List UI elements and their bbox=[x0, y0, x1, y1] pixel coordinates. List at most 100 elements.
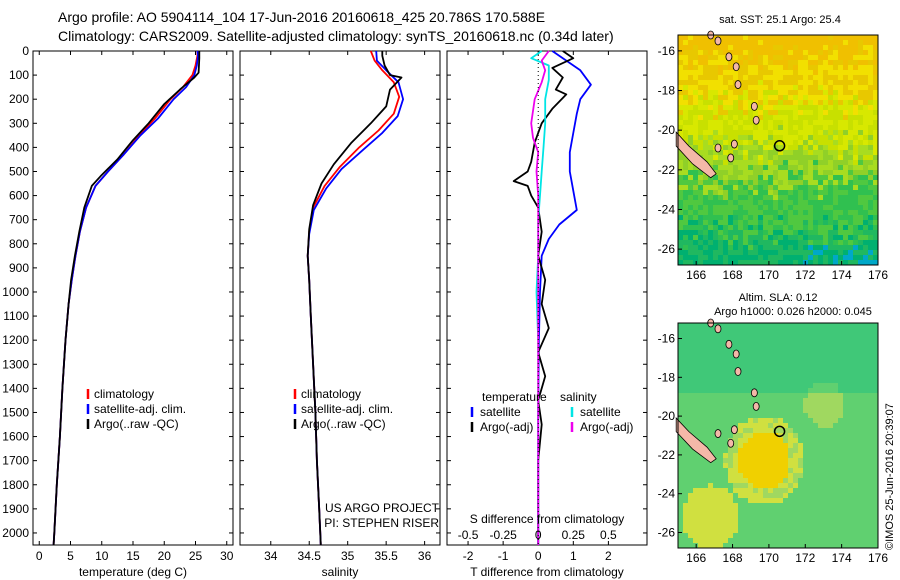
map-cell bbox=[688, 338, 694, 344]
map-cell bbox=[773, 498, 779, 504]
map-cell bbox=[818, 130, 824, 136]
map-cell bbox=[798, 205, 804, 211]
map-cell bbox=[688, 378, 694, 384]
map-cell bbox=[863, 458, 869, 464]
map-cell bbox=[823, 205, 829, 211]
map-cell bbox=[698, 195, 704, 201]
map-cell bbox=[848, 358, 854, 364]
map-cell bbox=[743, 150, 749, 156]
map-cell bbox=[808, 40, 814, 46]
map-cell bbox=[863, 398, 869, 404]
map-cell bbox=[858, 115, 864, 121]
map-cell bbox=[708, 378, 714, 384]
map-cell bbox=[678, 403, 684, 409]
map-cell bbox=[688, 190, 694, 196]
map-cell bbox=[753, 358, 759, 364]
map-cell bbox=[833, 468, 839, 474]
map-cell bbox=[703, 493, 709, 499]
map-cell bbox=[758, 40, 764, 46]
map-cell bbox=[698, 508, 704, 514]
map-cell bbox=[733, 523, 739, 529]
map-cell bbox=[743, 348, 749, 354]
map-cell bbox=[848, 235, 854, 241]
map-cell bbox=[723, 543, 729, 549]
map-cell bbox=[818, 75, 824, 81]
map-cell bbox=[783, 343, 789, 349]
map-cell bbox=[833, 443, 839, 449]
map-cell bbox=[743, 165, 749, 171]
map-cell bbox=[683, 90, 689, 96]
map-cell bbox=[873, 125, 879, 131]
map-cell bbox=[758, 255, 764, 261]
map-cell bbox=[788, 333, 794, 339]
map-cell bbox=[788, 473, 794, 479]
map-cell bbox=[693, 453, 699, 459]
map-cell bbox=[873, 538, 879, 544]
land-new-caledonia bbox=[675, 131, 717, 179]
map-cell bbox=[803, 468, 809, 474]
map-cell bbox=[713, 543, 719, 549]
map-cell bbox=[738, 533, 744, 539]
map-cell bbox=[813, 75, 819, 81]
map-cell bbox=[798, 383, 804, 389]
map-cell bbox=[838, 363, 844, 369]
map-cell bbox=[748, 225, 754, 231]
map-cell bbox=[693, 348, 699, 354]
map-cell bbox=[743, 215, 749, 221]
map-cell bbox=[873, 348, 879, 354]
map-cell bbox=[773, 503, 779, 509]
map-cell bbox=[743, 413, 749, 419]
map-cell bbox=[853, 508, 859, 514]
map-cell bbox=[718, 498, 724, 504]
map-cell bbox=[703, 393, 709, 399]
map-cell bbox=[758, 260, 764, 266]
map-cell bbox=[873, 55, 879, 61]
map-cell bbox=[683, 543, 689, 549]
map-cell bbox=[678, 240, 684, 246]
map-cell bbox=[683, 348, 689, 354]
map-cell bbox=[748, 518, 754, 524]
map-cell bbox=[728, 533, 734, 539]
map-cell bbox=[738, 348, 744, 354]
map-cell bbox=[843, 220, 849, 226]
map-cell bbox=[873, 503, 879, 509]
map-cell bbox=[788, 105, 794, 111]
map-cell bbox=[763, 373, 769, 379]
map-cell bbox=[868, 423, 874, 429]
map-cell bbox=[843, 60, 849, 66]
map-cell bbox=[798, 235, 804, 241]
lat-tick-label: -22 bbox=[658, 448, 676, 462]
map-cell bbox=[828, 35, 834, 41]
map-cell bbox=[873, 260, 879, 266]
map-cell bbox=[843, 478, 849, 484]
map-cell bbox=[793, 215, 799, 221]
map-cell bbox=[833, 120, 839, 126]
map-panel-1: 166 168 170 172 174 176-16-18-20-22-24-26 bbox=[658, 30, 888, 282]
map-cell bbox=[743, 453, 749, 459]
map-cell bbox=[728, 60, 734, 66]
map-cell bbox=[823, 130, 829, 136]
map-cell bbox=[683, 130, 689, 136]
map-cell bbox=[863, 170, 869, 176]
map-cell bbox=[798, 140, 804, 146]
map-cell bbox=[853, 85, 859, 91]
map-cell bbox=[688, 468, 694, 474]
map-cell bbox=[848, 488, 854, 494]
map-cell bbox=[753, 488, 759, 494]
map-cell bbox=[858, 150, 864, 156]
map-cell bbox=[763, 235, 769, 241]
map-cell bbox=[808, 463, 814, 469]
map-cell bbox=[868, 448, 874, 454]
map-cell bbox=[718, 463, 724, 469]
map-cell bbox=[803, 458, 809, 464]
map-cell bbox=[768, 433, 774, 439]
map-cell bbox=[698, 145, 704, 151]
map-cell bbox=[748, 483, 754, 489]
map-cell bbox=[808, 423, 814, 429]
map-cell bbox=[783, 260, 789, 266]
map-cell bbox=[738, 225, 744, 231]
map-cell bbox=[793, 175, 799, 181]
map-cell bbox=[828, 40, 834, 46]
map-cell bbox=[848, 245, 854, 251]
map-cell bbox=[763, 150, 769, 156]
